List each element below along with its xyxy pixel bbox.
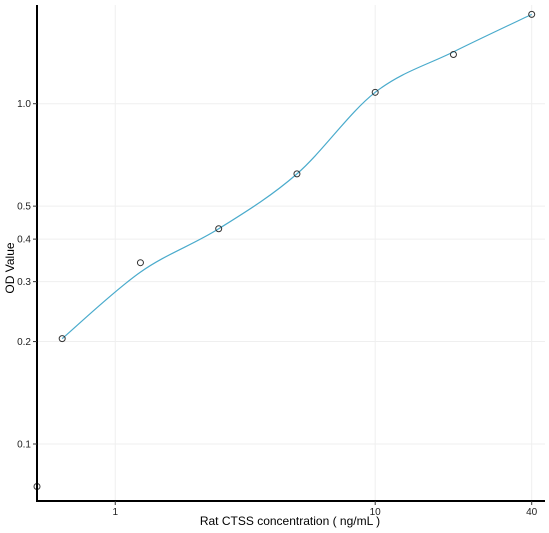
data-point — [293, 170, 301, 178]
data-point — [58, 335, 66, 343]
data-point — [449, 51, 457, 59]
tick-layer: 1 10 40 0.1 0.2 0.3 0.4 0.5 1.0 — [17, 99, 538, 518]
data-point — [371, 88, 379, 96]
y-tick-label: 0.2 — [17, 337, 31, 348]
grid — [37, 5, 545, 501]
y-tick-label: 1.0 — [17, 99, 31, 110]
data-point — [136, 259, 144, 267]
data-points-layer — [33, 10, 536, 491]
data-point — [528, 10, 536, 18]
data-point — [215, 225, 223, 233]
x-tick-label: 40 — [526, 507, 538, 518]
axes — [36, 5, 545, 502]
y-tick-label: 0.5 — [17, 202, 31, 213]
y-axis-title: OD Value — [3, 242, 17, 293]
x-axis-title: Rat CTSS concentration ( ng/mL ) — [200, 514, 380, 528]
y-tick-label: 0.1 — [17, 440, 31, 451]
x-tick-label: 1 — [112, 507, 118, 518]
y-tick-label: 0.3 — [17, 277, 31, 288]
y-tick-label: 0.4 — [17, 235, 31, 246]
x-tick-label: 10 — [370, 507, 382, 518]
